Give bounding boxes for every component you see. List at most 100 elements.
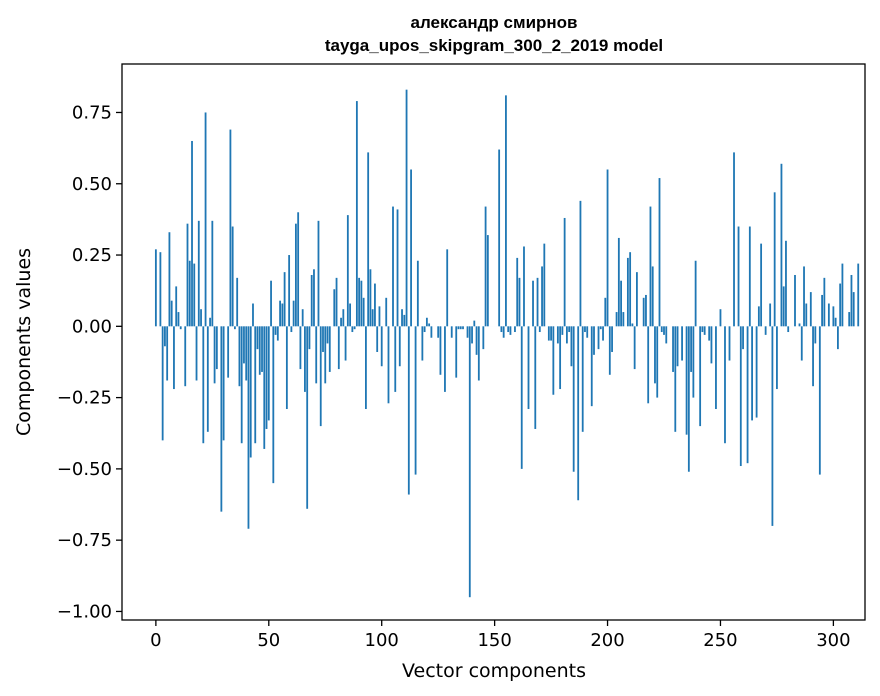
bar-component-296 xyxy=(823,277,826,327)
bar-component-266 xyxy=(755,326,758,418)
bar-component-252 xyxy=(724,326,726,444)
bar-component-13 xyxy=(184,326,187,387)
bar-component-190 xyxy=(584,326,586,333)
bar-component-206 xyxy=(620,280,622,327)
bar-component-141 xyxy=(473,320,476,327)
bar-component-24 xyxy=(209,317,211,327)
bar-component-237 xyxy=(690,326,693,372)
bar-component-99 xyxy=(378,306,381,327)
bar-component-79 xyxy=(333,289,336,327)
bar-component-19 xyxy=(197,220,200,327)
bar-component-11 xyxy=(179,326,182,330)
bar-component-221 xyxy=(654,326,656,384)
bar-component-197 xyxy=(599,326,602,330)
bar-component-278 xyxy=(782,286,785,327)
bar-component-159 xyxy=(514,326,516,333)
bar-component-171 xyxy=(541,266,543,327)
bar-component-91 xyxy=(360,280,363,327)
bar-component-15 xyxy=(188,260,191,327)
bar-component-96 xyxy=(371,309,374,327)
bar-component-187 xyxy=(577,326,580,501)
bar-component-7 xyxy=(170,300,173,327)
bar-component-162 xyxy=(520,326,523,469)
bar-component-116 xyxy=(416,260,419,327)
bar-component-172 xyxy=(543,243,546,327)
bar-component-287 xyxy=(803,266,805,327)
bar-component-174 xyxy=(547,326,550,341)
bar-component-49 xyxy=(265,326,268,429)
bar-component-280 xyxy=(787,326,790,333)
bar-component-131 xyxy=(450,326,453,338)
bar-component-50 xyxy=(267,326,270,421)
bar-component-48 xyxy=(263,326,266,449)
bar-component-10 xyxy=(177,312,180,327)
bar-component-46 xyxy=(258,326,261,375)
bar-component-191 xyxy=(586,326,589,338)
bar-component-245 xyxy=(708,326,711,341)
bar-component-0 xyxy=(154,249,157,327)
bar-component-72 xyxy=(317,220,320,327)
bar-component-145 xyxy=(482,326,485,350)
bar-component-165 xyxy=(527,326,530,410)
bar-component-136 xyxy=(462,326,464,330)
bar-component-181 xyxy=(563,217,566,327)
bar-component-272 xyxy=(769,303,772,327)
bar-component-179 xyxy=(559,326,562,390)
bar-component-184 xyxy=(570,326,573,367)
bar-component-139 xyxy=(468,326,471,598)
bar-component-23 xyxy=(206,326,209,432)
bar-component-205 xyxy=(617,237,620,327)
bar-component-14 xyxy=(186,223,189,327)
bar-component-264 xyxy=(751,326,753,421)
bar-component-69 xyxy=(310,274,313,327)
bar-component-176 xyxy=(552,326,555,395)
bar-component-93 xyxy=(365,326,367,410)
bar-component-82 xyxy=(340,317,342,327)
bar-component-81 xyxy=(337,326,340,370)
bar-component-248 xyxy=(715,326,717,410)
bar-component-118 xyxy=(421,326,424,361)
y-tick-label: −1.00 xyxy=(57,601,112,622)
bar-component-80 xyxy=(335,277,338,327)
bar-component-222 xyxy=(656,326,659,398)
bar-component-84 xyxy=(344,326,347,361)
bar-component-154 xyxy=(502,326,505,338)
bar-component-85 xyxy=(346,215,349,327)
x-tick-label: 150 xyxy=(477,630,511,651)
bar-component-202 xyxy=(611,326,613,352)
bar-component-235 xyxy=(685,326,688,435)
y-tick-label: 0.50 xyxy=(72,174,112,195)
bar-component-134 xyxy=(457,326,460,330)
bar-component-238 xyxy=(692,326,695,398)
bar-component-135 xyxy=(459,326,462,330)
bar-component-185 xyxy=(572,326,575,472)
bar-component-45 xyxy=(256,326,259,350)
y-tick-label: −0.25 xyxy=(57,388,112,409)
bar-component-25 xyxy=(211,220,214,327)
bar-component-38 xyxy=(240,326,243,444)
y-tick-label: 0.25 xyxy=(72,245,112,266)
bar-component-105 xyxy=(392,206,394,327)
bar-component-88 xyxy=(353,326,356,330)
bar-component-2 xyxy=(159,252,162,327)
bar-component-285 xyxy=(798,323,801,327)
bar-component-76 xyxy=(326,326,329,344)
bar-component-241 xyxy=(699,326,702,427)
bar-component-59 xyxy=(288,255,291,327)
bar-component-64 xyxy=(299,326,302,370)
bar-component-71 xyxy=(315,326,318,384)
bar-component-55 xyxy=(279,300,281,327)
y-axis-label: Components values xyxy=(13,248,35,436)
bar-component-267 xyxy=(757,306,760,327)
bar-component-109 xyxy=(401,309,403,327)
bar-component-204 xyxy=(615,312,618,327)
bar-component-26 xyxy=(213,326,216,384)
bar-component-155 xyxy=(505,95,507,327)
chart-title: александр смирнов xyxy=(410,13,577,32)
x-tick-label: 200 xyxy=(590,630,624,651)
bar-component-142 xyxy=(475,326,478,355)
bar-component-106 xyxy=(394,326,397,392)
bar-component-42 xyxy=(249,326,252,458)
bar-component-36 xyxy=(236,277,239,327)
